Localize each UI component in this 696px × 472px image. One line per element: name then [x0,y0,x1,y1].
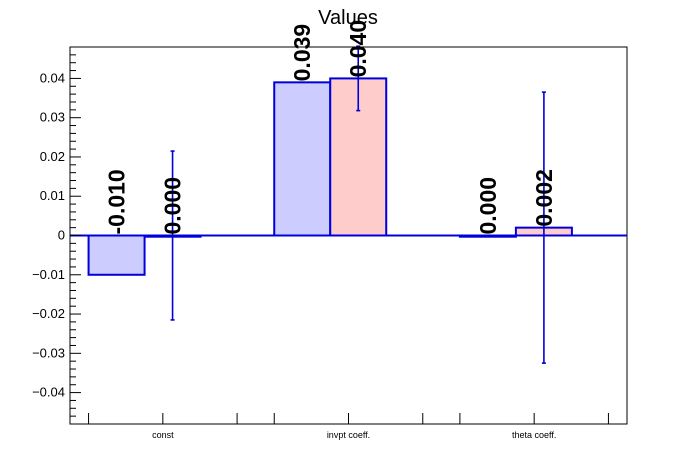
y-tick-label: −0.01 [32,267,65,282]
y-tick-label: 0.04 [40,70,65,85]
bar-series1-0 [87,234,146,276]
x-category-label-0: const [152,430,174,440]
y-tick-label: −0.02 [32,306,65,321]
x-category-label-1: invpt coeff. [327,430,370,440]
x-category-label-2: theta coeff. [512,430,556,440]
data-label-series2-1: 0.040 [345,20,371,78]
chart-title: Values [318,7,378,29]
y-tick-label: 0 [58,228,65,243]
y-tick-label: 0.02 [40,149,65,164]
y-tick-label: −0.04 [32,385,65,400]
y-tick-label: 0.03 [40,110,65,125]
bar-series1-1 [273,81,332,237]
data-label-series1-0: -0.010 [104,169,130,234]
data-label-series2-0: 0.000 [160,177,186,235]
data-label-series1-1: 0.039 [289,24,315,82]
y-tick-label: −0.03 [32,345,65,360]
y-tick-label: 0.01 [40,188,65,203]
data-label-series2-2: 0.002 [531,169,557,227]
data-label-series1-2: 0.000 [475,177,501,235]
